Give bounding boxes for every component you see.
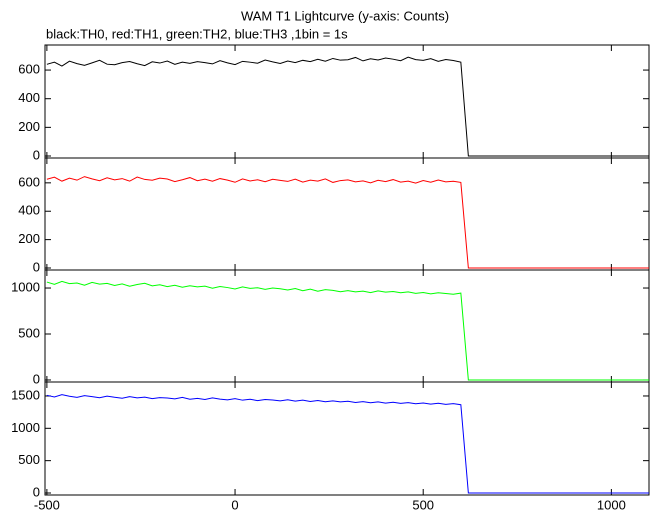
y-tick-label: 0 xyxy=(33,484,40,499)
lightcurve xyxy=(46,176,649,269)
lightcurve xyxy=(46,56,649,157)
y-tick-label: 0 xyxy=(33,371,40,386)
y-tick-label: 200 xyxy=(18,119,40,134)
y-tick-label: 200 xyxy=(18,231,40,246)
y-tick-label: 600 xyxy=(18,174,40,189)
y-tick-label: 0 xyxy=(33,259,40,274)
x-tick-label: 1000 xyxy=(597,497,626,512)
chart-subtitle: black:TH0, red:TH1, green:TH2, blue:TH3 … xyxy=(46,26,348,41)
panel-frame xyxy=(44,381,650,496)
x-tick-label: 500 xyxy=(412,497,434,512)
y-tick-label: 0 xyxy=(33,147,40,162)
y-tick-label: 400 xyxy=(18,203,40,218)
y-tick-label: 400 xyxy=(18,90,40,105)
x-tick-label: -500 xyxy=(34,497,60,512)
y-tick-label: 1500 xyxy=(11,387,40,402)
lightcurve xyxy=(46,280,649,381)
y-tick-label: 500 xyxy=(18,325,40,340)
lightcurve xyxy=(46,394,649,494)
y-tick-label: 1000 xyxy=(11,279,40,294)
y-tick-label: 600 xyxy=(18,62,40,77)
x-tick-label: 0 xyxy=(231,497,238,512)
chart-title: WAM T1 Lightcurve (y-axis: Counts) xyxy=(241,8,449,23)
y-tick-label: 500 xyxy=(18,452,40,467)
y-tick-label: 1000 xyxy=(11,420,40,435)
